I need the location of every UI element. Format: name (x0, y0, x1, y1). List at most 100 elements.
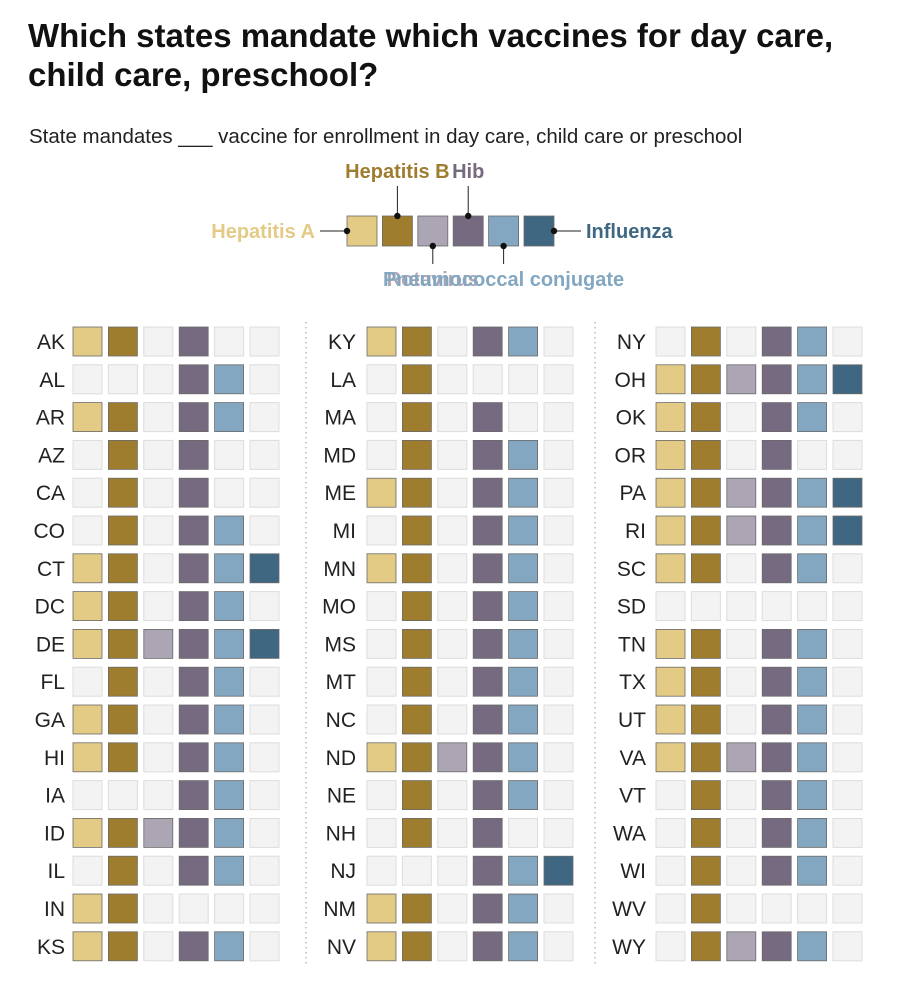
legend-label-pneumococcal-conjugate: Pneumococcal conjugate (383, 269, 624, 290)
mandate-cell-hepatitis-a (366, 931, 397, 962)
legend-label-hepatitis-b: Hepatitis B (345, 161, 449, 183)
mandate-cell-influenza (543, 893, 574, 924)
mandate-cell-hib (761, 704, 792, 735)
mandate-cell-influenza (832, 553, 863, 584)
mandate-cell-hib (178, 893, 209, 924)
state-label: KY (328, 331, 356, 354)
mandate-cell-hepatitis-b (401, 515, 432, 546)
mandate-cell-rotavirus (143, 704, 174, 735)
state-label: SC (617, 558, 646, 581)
mandate-cell-pneumococcal-conjugate (214, 893, 245, 924)
mandate-cell-hib (761, 780, 792, 811)
mandate-cell-influenza (249, 553, 280, 584)
mandate-cell-hepatitis-a (366, 439, 397, 470)
mandate-cell-pneumococcal-conjugate (797, 855, 827, 886)
state-label: OR (615, 444, 647, 467)
mandate-cell-hepatitis-a (655, 780, 686, 811)
mandate-cell-pneumococcal-conjugate (797, 364, 827, 395)
state-label: ID (44, 822, 65, 845)
legend-swatch-rotavirus (417, 215, 449, 247)
mandate-cell-hepatitis-b (691, 704, 721, 735)
state-label: CO (34, 520, 66, 543)
mandate-cell-pneumococcal-conjugate (214, 742, 245, 773)
mandate-cell-rotavirus (437, 326, 468, 357)
mandate-cell-influenza (832, 780, 863, 811)
mandate-cell-influenza (543, 628, 574, 659)
mandate-cell-influenza (249, 515, 280, 546)
mandate-cell-hepatitis-b (107, 364, 138, 395)
state-label: DC (35, 596, 65, 619)
mandate-cell-pneumococcal-conjugate (508, 780, 539, 811)
state-label: NE (327, 785, 356, 808)
mandate-cell-influenza (543, 666, 574, 697)
state-label: TX (619, 671, 646, 694)
state-label: CA (36, 482, 65, 505)
mandate-cell-rotavirus (437, 855, 468, 886)
mandate-cell-pneumococcal-conjugate (508, 931, 539, 962)
mandate-cell-pneumococcal-conjugate (508, 666, 539, 697)
state-label: ME (325, 482, 357, 505)
mandate-cell-pneumococcal-conjugate (508, 515, 539, 546)
mandate-cell-hepatitis-a (655, 817, 686, 848)
mandate-cell-hib (761, 742, 792, 773)
mandate-cell-hepatitis-a (366, 855, 397, 886)
mandate-cell-pneumococcal-conjugate (214, 326, 245, 357)
state-label: KS (37, 936, 65, 959)
mandate-cell-hib (761, 666, 792, 697)
mandate-cell-hepatitis-b (108, 402, 138, 432)
state-label: OH (615, 369, 647, 392)
mandate-cell-hepatitis-b (691, 515, 721, 546)
mandate-cell-hepatitis-b (691, 666, 721, 697)
state-label: UT (618, 709, 646, 732)
state-label: RI (625, 520, 646, 543)
mandate-cell-influenza (543, 591, 574, 622)
state-label: NY (617, 331, 646, 354)
mandate-cell-rotavirus (143, 591, 174, 622)
mandate-cell-hib (472, 704, 503, 735)
mandate-cell-influenza (832, 326, 863, 357)
mandate-cell-influenza (832, 893, 863, 924)
mandate-cell-pneumococcal-conjugate (797, 666, 827, 697)
mandate-cell-influenza (249, 780, 280, 811)
mandate-cell-pneumococcal-conjugate (797, 591, 828, 622)
mandate-cell-hib (178, 402, 209, 432)
mandate-cell-hib (178, 855, 209, 886)
mandate-cell-influenza (543, 817, 574, 848)
mandate-cell-hib (178, 326, 209, 357)
mandate-cell-hib (472, 591, 503, 622)
mandate-cell-influenza (249, 439, 280, 470)
mandate-cell-hepatitis-b (401, 402, 432, 432)
mandate-cell-rotavirus (726, 402, 757, 433)
mandate-cell-rotavirus (143, 364, 174, 395)
state-label: MN (323, 558, 356, 581)
mandate-cell-hepatitis-b (691, 477, 721, 508)
mandate-cell-influenza (249, 704, 280, 735)
mandate-cell-pneumococcal-conjugate (508, 364, 539, 395)
mandate-cell-hepatitis-a (72, 553, 103, 584)
mandate-cell-rotavirus (726, 742, 757, 773)
mandate-cell-hepatitis-a (72, 364, 103, 395)
mandate-cell-hepatitis-a (366, 402, 397, 433)
mandate-cell-rotavirus (437, 704, 468, 735)
mandate-cell-hepatitis-a (366, 477, 397, 508)
mandate-cell-pneumococcal-conjugate (214, 931, 245, 962)
mandate-cell-hepatitis-b (108, 515, 138, 546)
mandate-cell-rotavirus (143, 553, 174, 584)
mandate-cell-influenza (249, 855, 280, 886)
mandate-cell-hib (472, 931, 503, 962)
mandate-cell-hib (178, 628, 209, 659)
mandate-cell-pneumococcal-conjugate (214, 628, 245, 659)
mandate-cell-pneumococcal-conjugate (214, 439, 245, 470)
mandate-cell-rotavirus (726, 439, 757, 470)
legend-dot (550, 227, 558, 235)
mandate-cell-pneumococcal-conjugate (797, 326, 827, 357)
mandate-cell-hepatitis-b (401, 326, 432, 357)
mandate-cell-hepatitis-b (691, 440, 721, 470)
mandate-cell-hepatitis-b (691, 931, 721, 962)
mandate-cell-hepatitis-b (108, 628, 138, 659)
mandate-cell-influenza (832, 515, 863, 546)
state-label: WA (613, 822, 646, 845)
legend-dot (343, 227, 351, 235)
state-label: NC (326, 709, 356, 732)
state-label: MD (323, 444, 356, 467)
